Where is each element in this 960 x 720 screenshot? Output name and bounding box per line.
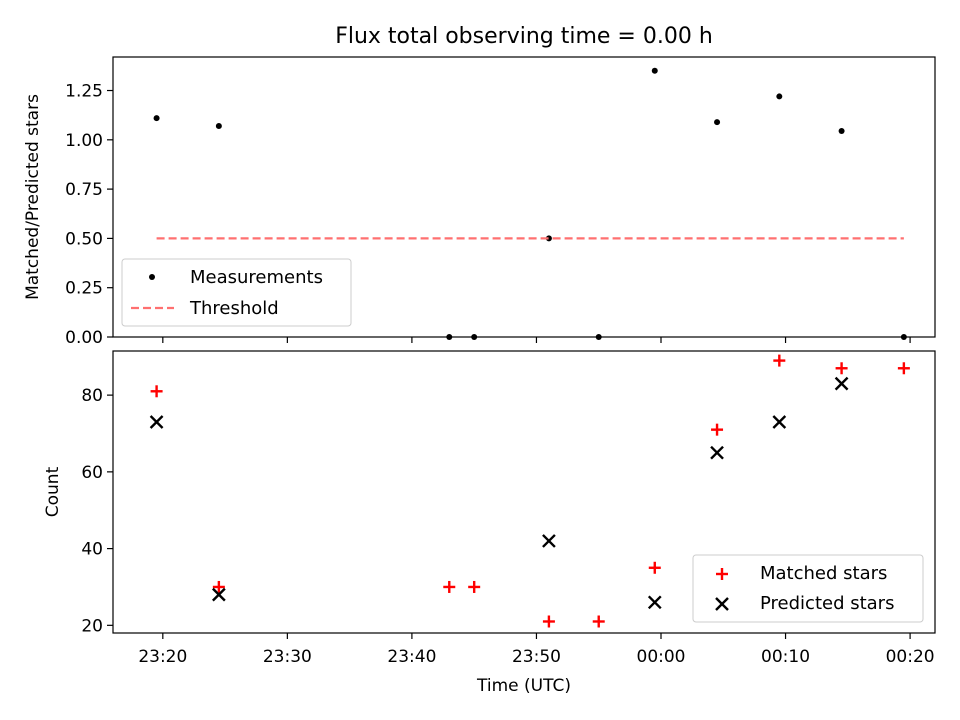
matched-star-point bbox=[773, 354, 786, 367]
matched-star-point bbox=[897, 362, 910, 375]
legend: Measurements Threshold bbox=[121, 258, 352, 327]
x-stroke-b bbox=[149, 415, 164, 429]
legend-label-matched-stars: Matched stars bbox=[760, 563, 887, 584]
x-stroke-b bbox=[710, 445, 724, 460]
predicted-star-point bbox=[772, 415, 787, 429]
matched-star-point bbox=[711, 423, 724, 436]
measurement-point bbox=[651, 67, 658, 74]
measurement-point bbox=[838, 127, 845, 134]
predicted-star-point bbox=[710, 445, 724, 460]
legend-marker-matched-stars bbox=[716, 568, 728, 580]
predicted-star-point bbox=[149, 415, 164, 429]
y-tick-label: 0.75 bbox=[65, 180, 103, 200]
matched-star-point bbox=[443, 580, 456, 593]
x-stroke-b bbox=[647, 595, 662, 610]
x-axis-label: Time (UTC) bbox=[476, 676, 571, 696]
predicted-star-point bbox=[212, 587, 226, 602]
y-tick-label: 1.25 bbox=[65, 82, 103, 102]
y-tick-label: 40 bbox=[81, 540, 103, 560]
measurement-point bbox=[714, 119, 721, 126]
y-tick-label: 0.50 bbox=[65, 229, 103, 249]
axes-frame bbox=[112, 350, 936, 634]
plot-area bbox=[153, 67, 907, 340]
measurement-point bbox=[215, 123, 222, 130]
y-axis-ticks: 0.00 0.25 0.50 0.75 1.00 1.25 bbox=[65, 82, 113, 348]
y-tick-label: 20 bbox=[81, 616, 103, 636]
legend: Matched stars Predicted stars bbox=[692, 554, 924, 623]
x-stroke-b bbox=[772, 415, 787, 429]
x-stroke-b bbox=[542, 534, 556, 548]
y-tick-label: 60 bbox=[81, 463, 103, 483]
x-tick-label: 00:00 bbox=[637, 647, 686, 667]
x-tick-label: 23:20 bbox=[138, 647, 187, 667]
predicted-star-point bbox=[647, 595, 662, 610]
matched-star-point bbox=[835, 362, 848, 375]
measurement-point bbox=[776, 93, 783, 100]
x-stroke-b bbox=[212, 587, 226, 602]
x-tick-label: 23:40 bbox=[387, 647, 436, 667]
y-tick-label: 0.25 bbox=[65, 279, 103, 299]
legend-label-measurements: Measurements bbox=[190, 267, 323, 288]
matched-star-point bbox=[212, 580, 225, 593]
chart-title: Flux total observing time = 0.00 h bbox=[335, 24, 713, 49]
x-tick-label: 00:10 bbox=[761, 647, 810, 667]
x-tick-label: 23:30 bbox=[263, 647, 312, 667]
predicted-star-point bbox=[542, 534, 556, 548]
star-count-panel: Count Time (UTC) 20 40 60 80 23:20 23:30 23:4… bbox=[43, 350, 936, 696]
axes-frame bbox=[112, 56, 936, 338]
legend-marker-measurements bbox=[149, 274, 155, 280]
predicted-star-point bbox=[834, 376, 849, 391]
measurement-point bbox=[153, 115, 160, 122]
legend-marker-predicted-stars bbox=[715, 597, 729, 611]
flux-ratio-panel: Flux total observing time = 0.00 h Match… bbox=[23, 24, 936, 348]
x-axis-ticks bbox=[162, 337, 911, 343]
x-tick-label: 00:20 bbox=[886, 647, 935, 667]
y-axis-ticks: 20 40 60 80 bbox=[81, 386, 113, 636]
matched-star-point bbox=[468, 580, 481, 593]
x-tick-label: 23:50 bbox=[512, 647, 561, 667]
legend-label-predicted-stars: Predicted stars bbox=[760, 593, 894, 614]
matched-star-point bbox=[592, 615, 605, 628]
y-axis-label: Matched/Predicted stars bbox=[23, 94, 43, 300]
legend-box bbox=[121, 258, 352, 327]
y-tick-label: 0.00 bbox=[65, 328, 103, 348]
measurement-point bbox=[545, 235, 552, 242]
x-stroke-b bbox=[834, 376, 849, 391]
plot-area bbox=[149, 354, 910, 628]
y-axis-label: Count bbox=[43, 466, 63, 517]
y-tick-label: 80 bbox=[81, 386, 103, 406]
legend-box bbox=[692, 554, 924, 623]
x-axis-ticks: 23:20 23:30 23:40 23:50 00:00 00:10 00:20 bbox=[138, 633, 935, 667]
legend-label-threshold: Threshold bbox=[189, 298, 279, 319]
y-tick-label: 1.00 bbox=[65, 131, 103, 151]
matched-star-point bbox=[648, 561, 661, 574]
matched-star-point bbox=[150, 385, 163, 398]
matched-star-point bbox=[542, 615, 555, 628]
